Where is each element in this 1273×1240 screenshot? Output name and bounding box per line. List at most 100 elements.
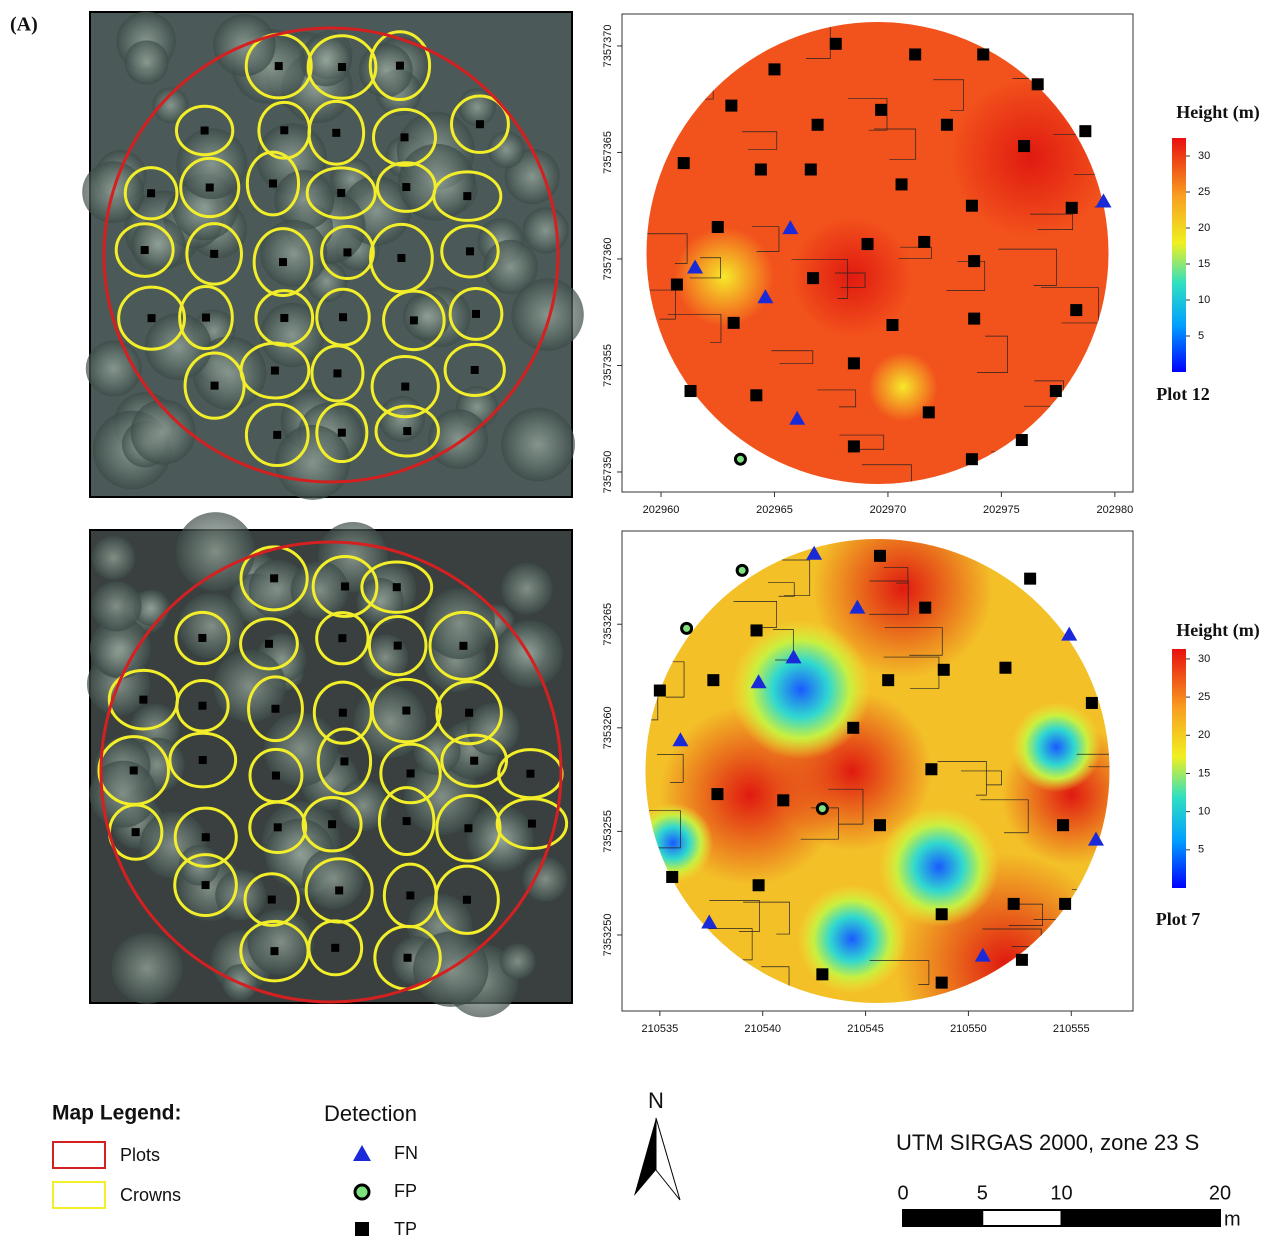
crown-top [199,756,207,764]
tp-point [812,119,824,131]
tp-point [923,406,935,418]
crown-top [198,702,206,710]
crown-top [400,133,408,141]
scale-label: 0 [897,1182,908,1204]
tp-point [874,550,886,562]
tp-point [807,272,819,284]
raster-blob [674,227,774,327]
canopy [523,857,568,902]
colorbar-tick-label: 15 [1198,767,1210,779]
colorbar-tick-label: 15 [1198,258,1210,270]
tp-point [707,674,719,686]
y-tick-label: 7357350 [602,451,614,494]
crown-top [280,126,288,134]
canopy [354,685,427,758]
tp-point [862,238,874,250]
figure: (A) 202960202965202970202975202980735735… [0,0,1273,1240]
crown-top [393,583,401,591]
canopy [398,144,475,221]
crown-top [198,634,206,642]
tp-point [805,163,817,175]
canopy [178,593,244,659]
raster-blob [1011,702,1101,792]
crown-top [397,254,405,262]
crown-top [274,823,282,831]
tp-point [1032,78,1044,90]
y-tick-label: 7357365 [602,131,614,174]
canopy [91,581,141,631]
crown-top [464,824,472,832]
fp-point [735,454,745,464]
crown-top [265,640,273,648]
crown-top [270,574,278,582]
crown-top [211,382,219,390]
crown-top [280,314,288,322]
tp-point [941,119,953,131]
canopy [111,933,182,1004]
legend-title: Map Legend: [52,1102,182,1125]
x-tick-label: 210555 [1053,1023,1090,1035]
detection-title: Detection [324,1101,417,1126]
crown-top [403,427,411,435]
tp-point [725,100,737,112]
crown-top [273,431,281,439]
crown-top [147,189,155,197]
tp-point [909,48,921,60]
canopy [500,943,536,979]
scale-label: 10 [1050,1182,1072,1204]
x-tick-label: 210540 [744,1023,781,1035]
colorbar-tick-label: 5 [1198,330,1204,342]
crown-top [472,310,480,318]
tp-point [685,385,697,397]
crown-top [459,642,467,650]
tp-point [936,977,948,989]
crown-top [339,709,347,717]
north-label: N [648,1088,664,1113]
tp-point [936,908,948,920]
y-tick-label: 7357355 [602,344,614,387]
tp-point [1016,434,1028,446]
crown-top [206,184,214,192]
crown-top [139,696,147,704]
crown-top [401,383,409,391]
y-tick-label: 7353250 [602,914,614,957]
north-arrow-left [634,1118,656,1196]
crown-top [201,126,209,134]
panel-label: (A) [10,14,38,36]
crown-top [339,313,347,321]
crown-top [270,947,278,955]
colorbar-tick-label: 10 [1198,294,1210,306]
tp-point [750,389,762,401]
crown-top [333,369,341,377]
colorbar-tick-label: 25 [1198,691,1210,703]
y-tick-label: 7357370 [602,25,614,68]
tp-point [968,255,980,267]
crown-top [210,250,218,258]
tp-point [751,624,763,636]
crown-top [337,189,345,197]
crown-top [465,709,473,717]
tp-point [886,319,898,331]
crown-top [463,192,471,200]
canopy [523,207,569,253]
canopy [379,396,425,442]
fn-symbol [353,1145,371,1161]
tp-point [968,313,980,325]
crown-top [404,954,412,962]
y-tick-label: 7357360 [602,238,614,281]
legend-label: Crowns [120,1185,181,1205]
crown-top [332,129,340,137]
tp-point [728,317,740,329]
crown-top [407,769,415,777]
crown-top [343,248,351,256]
tp-point [1050,385,1062,397]
colorbar-tick-label: 25 [1198,186,1210,198]
crown-top [279,258,287,266]
crown-top [335,886,343,894]
colorbar-tick-label: 20 [1198,729,1210,741]
plot-title: Plot 7 [1156,909,1201,929]
crown-top [394,642,402,650]
crown-top [202,833,210,841]
canopy [501,563,553,615]
tp-point [874,819,886,831]
